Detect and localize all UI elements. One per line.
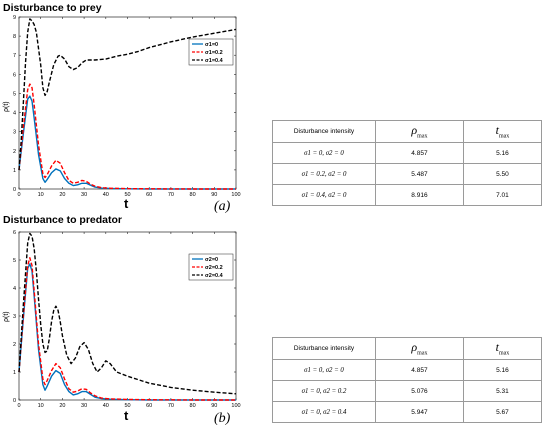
chart-b-y-tick-label: 5 bbox=[13, 258, 16, 264]
chart-b-x-tick-label: 0 bbox=[17, 403, 20, 409]
table-row: σ1 = 0, σ2 = 0 4.857 5.16 bbox=[272, 359, 543, 381]
chart-a-title: Disturbance to prey bbox=[3, 2, 102, 14]
chart-a-x-tick-label: 60 bbox=[146, 192, 152, 198]
chart-b-x-tick-label: 90 bbox=[211, 403, 217, 409]
rho-symbol: ρ bbox=[411, 340, 418, 355]
table-cell-t: 5.16 bbox=[462, 359, 543, 381]
chart-a-legend bbox=[188, 38, 234, 66]
chart-a-x-tick-label: 30 bbox=[81, 192, 87, 198]
table-cell-t: 7.01 bbox=[462, 184, 543, 206]
table-header-intensity: Disturbance intensity bbox=[272, 120, 376, 143]
chart-b-tag: (b) bbox=[214, 411, 231, 426]
table-row: σ1 = 0, σ2 = 0.4 5.947 5.67 bbox=[272, 401, 543, 423]
chart-b-legend-label: σ2=0 bbox=[205, 257, 218, 263]
chart-b-y-tick-label: 6 bbox=[13, 230, 16, 236]
chart-b-y-tick-label: 1 bbox=[13, 370, 16, 376]
table-cell-t: 5.16 bbox=[462, 142, 543, 164]
chart-a-tag: (a) bbox=[214, 199, 231, 214]
chart-b-xlabel: t bbox=[124, 408, 129, 423]
chart-b-legend-label: σ2=0.2 bbox=[205, 265, 223, 271]
chart-a-y-tick-label: 2 bbox=[13, 149, 16, 155]
chart-a-x-tick-label: 100 bbox=[231, 192, 240, 198]
table-cell-t: 5.50 bbox=[462, 163, 543, 185]
chart-a-y-tick-label: 1 bbox=[13, 168, 16, 174]
table-row: σ1 = 0, σ2 = 0.2 5.076 5.31 bbox=[272, 380, 543, 402]
chart-a-xlabel: t bbox=[124, 196, 129, 211]
chart-a-series-0-line bbox=[18, 95, 236, 190]
chart-a-legend-label: σ1=0.4 bbox=[205, 58, 224, 64]
table-cell-case: σ1 = 0, σ2 = 0 bbox=[272, 142, 376, 164]
table-prey: Disturbance intensity ρmax tmax σ1 = 0, … bbox=[272, 120, 543, 206]
chart-b-series-2-line bbox=[18, 232, 237, 395]
chart-b-y-tick-label: 3 bbox=[13, 314, 16, 320]
chart-b-y-tick-label: 2 bbox=[13, 342, 16, 348]
chart-b-x-tick-label: 50 bbox=[124, 403, 130, 409]
rho-sub: max bbox=[417, 133, 428, 140]
chart-b-x-tick-label: 80 bbox=[190, 403, 196, 409]
chart-a-x-tick-label: 0 bbox=[17, 192, 20, 198]
chart-b-x-tick-label: 30 bbox=[81, 403, 87, 409]
table-header-rho: ρmax bbox=[375, 120, 464, 143]
table-row: σ1 = 0, σ2 = 0 4.857 5.16 bbox=[272, 142, 543, 164]
chart-a-y-tick-label: 9 bbox=[13, 15, 16, 21]
table-cell-rho: 5.076 bbox=[375, 380, 464, 402]
chart-b-y-tick-label: 0 bbox=[13, 398, 16, 404]
table-cell-rho: 8.916 bbox=[375, 184, 464, 206]
chart-b-x-tick-label: 40 bbox=[103, 403, 109, 409]
table-header-t: tmax bbox=[462, 337, 543, 360]
chart-a-x-tick-label: 50 bbox=[124, 192, 130, 198]
table-cell-t: 5.67 bbox=[462, 401, 543, 423]
chart-b-series-1-line bbox=[18, 257, 236, 401]
table-cell-case: σ1 = 0, σ2 = 0.4 bbox=[272, 401, 376, 423]
chart-a-series-1-line bbox=[18, 83, 236, 190]
rho-symbol: ρ bbox=[411, 123, 418, 138]
table-cell-rho: 5.947 bbox=[375, 401, 464, 423]
table-cell-case: σ1 = 0, σ2 = 0.2 bbox=[272, 380, 376, 402]
table-cell-t: 5.31 bbox=[462, 380, 543, 402]
chart-a-series-2-line bbox=[18, 18, 237, 170]
chart-a-legend-label: σ1=0.2 bbox=[205, 50, 223, 56]
chart-a-x-tick-label: 40 bbox=[103, 192, 109, 198]
chart-a-x-tick-label: 70 bbox=[168, 192, 174, 198]
table-cell-rho: 4.857 bbox=[375, 359, 464, 381]
chart-b-x-tick-label: 10 bbox=[38, 403, 44, 409]
chart-b-x-tick-label: 100 bbox=[231, 403, 240, 409]
t-sub: max bbox=[498, 350, 510, 357]
table-header-rho: ρmax bbox=[375, 337, 464, 360]
chart-a-x-tick-label: 80 bbox=[190, 192, 196, 198]
chart-a-y-tick-label: 3 bbox=[13, 130, 16, 136]
chart-b-x-tick-label: 70 bbox=[168, 403, 174, 409]
chart-a-y-tick-label: 7 bbox=[13, 53, 16, 59]
chart-a-y-tick-label: 6 bbox=[13, 72, 16, 78]
chart-a-x-tick-label: 90 bbox=[211, 192, 217, 198]
chart-b-x-tick-label: 60 bbox=[146, 403, 152, 409]
table-cell-case: σ1 = 0.4, σ2 = 0 bbox=[272, 184, 376, 206]
table-header-t: tmax bbox=[462, 120, 543, 143]
table-row: σ1 = 0.4, σ2 = 0 8.916 7.01 bbox=[272, 184, 543, 206]
table-cell-rho: 5.487 bbox=[375, 163, 464, 185]
chart-a-x-tick-label: 20 bbox=[59, 192, 65, 198]
chart-a-y-tick-label: 8 bbox=[13, 34, 16, 40]
t-symbol: t bbox=[495, 123, 499, 138]
chart-a-x-tick-label: 10 bbox=[38, 192, 44, 198]
chart-b-y-tick-label: 4 bbox=[13, 286, 16, 292]
table-row: σ1 = 0.2, σ2 = 0 5.487 5.50 bbox=[272, 163, 543, 185]
chart-b-legend bbox=[188, 253, 234, 281]
table-cell-case: σ1 = 0, σ2 = 0 bbox=[272, 359, 376, 381]
t-sub: max bbox=[498, 133, 510, 140]
table-predator: Disturbance intensity ρmax tmax σ1 = 0, … bbox=[272, 337, 543, 423]
rho-sub: max bbox=[417, 350, 428, 357]
chart-a-legend-label: σ1=0 bbox=[205, 42, 218, 48]
table-cell-case: σ1 = 0.2, σ2 = 0 bbox=[272, 163, 376, 185]
table-cell-rho: 4.857 bbox=[375, 142, 464, 164]
chart-b-title: Disturbance to predator bbox=[3, 214, 123, 226]
table-header-intensity: Disturbance intensity bbox=[272, 337, 376, 360]
chart-b-legend-label: σ2=0.4 bbox=[205, 273, 224, 279]
chart-a-y-tick-label: 5 bbox=[13, 91, 16, 97]
chart-a-y-tick-label: 0 bbox=[13, 187, 16, 193]
chart-a-y-tick-label: 4 bbox=[13, 111, 16, 117]
t-symbol: t bbox=[495, 340, 499, 355]
chart-b-x-tick-label: 20 bbox=[59, 403, 65, 409]
